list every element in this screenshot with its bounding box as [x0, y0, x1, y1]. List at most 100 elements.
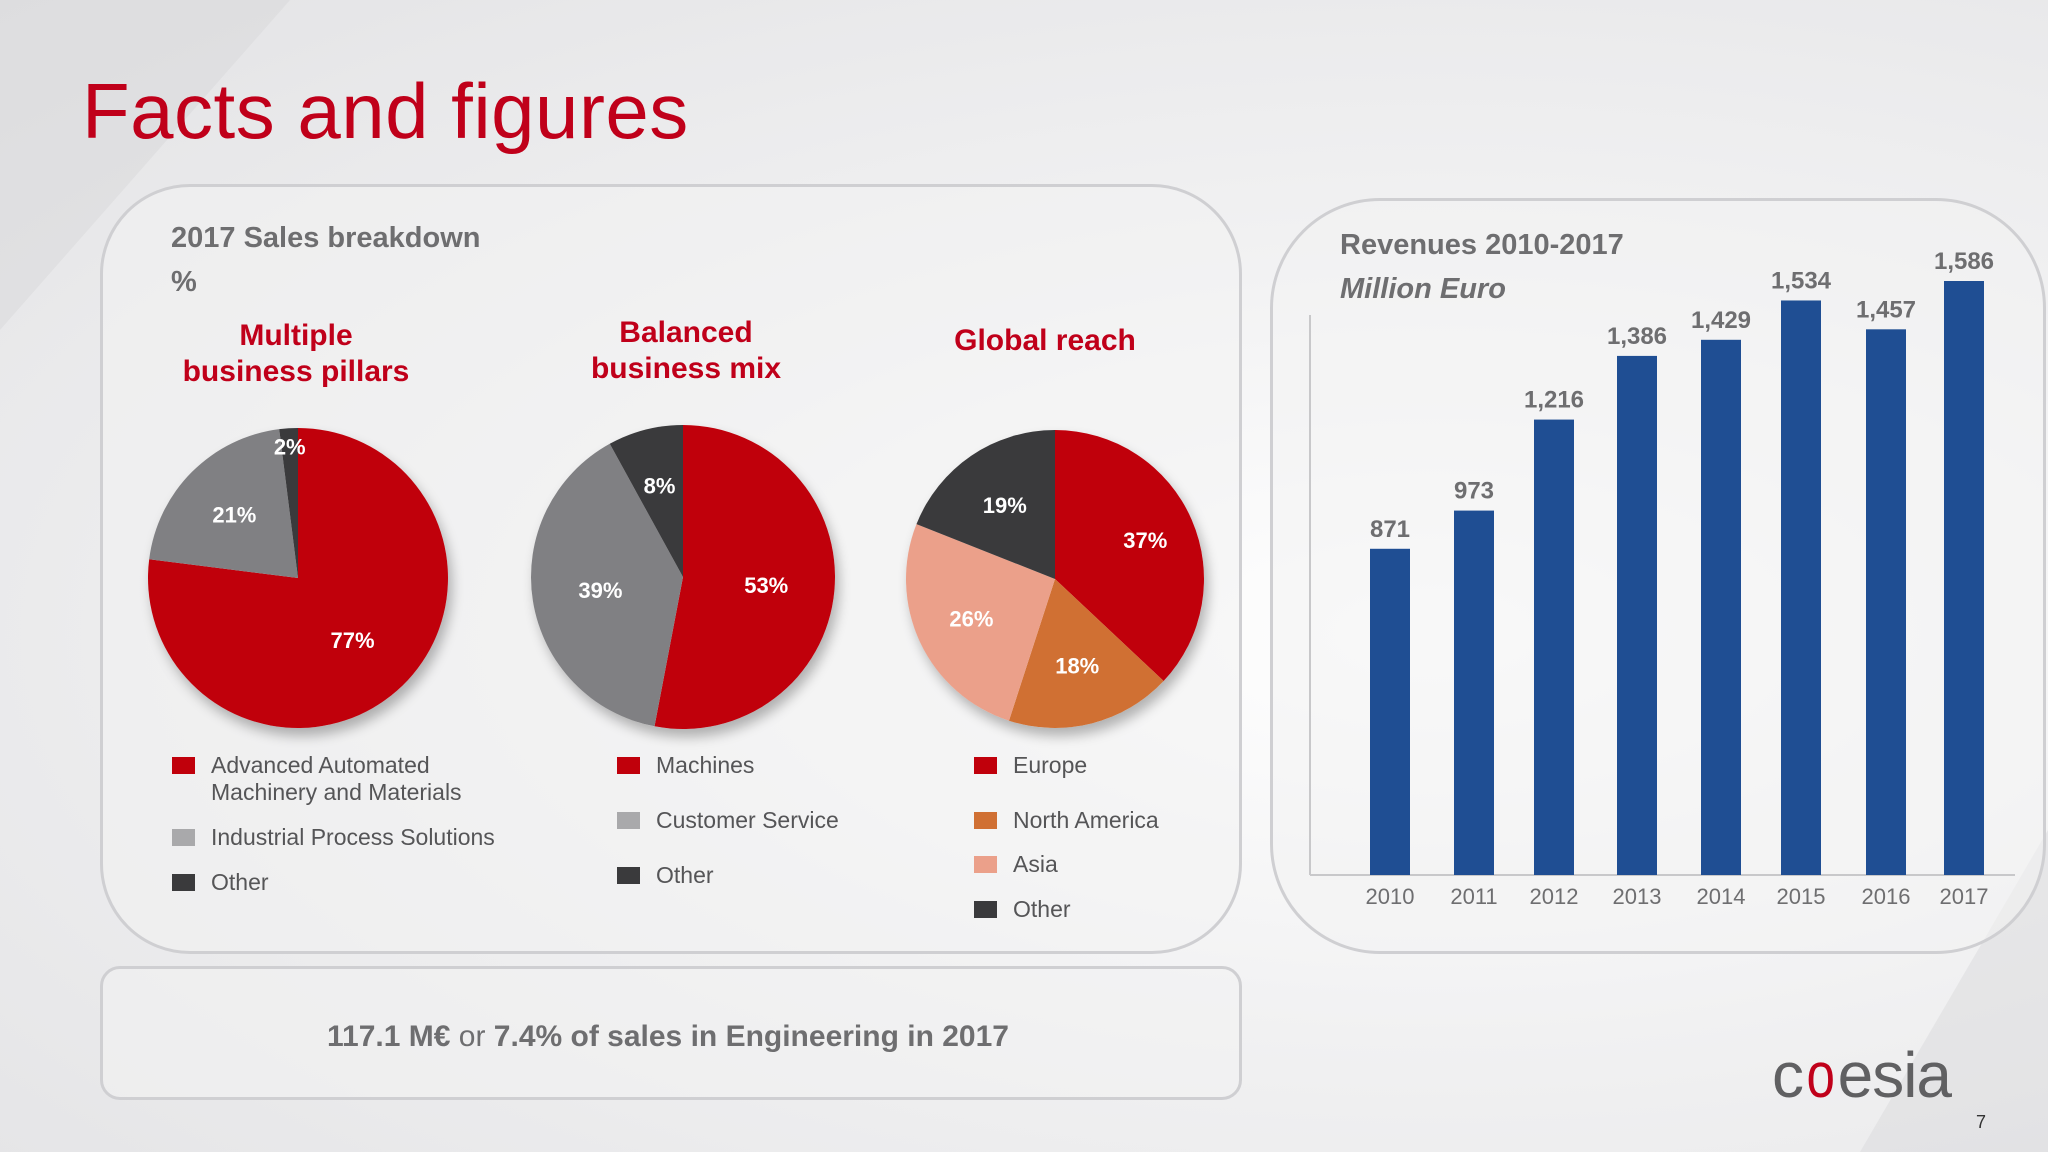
- pie-slice: [906, 524, 1055, 721]
- legend-label-line: Europe: [1013, 752, 1088, 778]
- bar-2013: [1617, 355, 1657, 876]
- pie-slice: [279, 428, 298, 578]
- page-number: 7: [1976, 1112, 1987, 1132]
- bar-value-label: 973: [1454, 478, 1494, 505]
- legend-item: North America: [974, 807, 1159, 834]
- pie-slice-label: 2%: [274, 434, 306, 459]
- legend-label: Asia: [1013, 851, 1058, 878]
- x-tick-label: 2016: [1862, 884, 1911, 909]
- legend-label: Machines: [656, 752, 754, 779]
- legend-item: Asia: [974, 851, 1058, 878]
- legend-label-line: Advanced Automated: [211, 752, 430, 778]
- pie-slice: [609, 425, 683, 577]
- legend-label-line: Machinery and Materials: [211, 779, 462, 805]
- legend-label: Other: [211, 869, 269, 896]
- pie-slice: [149, 429, 298, 578]
- pie-title-line: Multiple: [239, 319, 353, 352]
- revenues-title: Revenues 2010-2017: [1340, 229, 1624, 261]
- revenues-bar-chart: 871 2010 973 2011 1,216 2012 1,386 2013 1,429 201…: [1309, 248, 2015, 909]
- pie-chart-reach: 37% 18% 26% 19%: [906, 430, 1204, 728]
- bar-2015: [1781, 300, 1821, 875]
- legend-label: Customer Service: [656, 807, 839, 834]
- pie-slice: [654, 425, 835, 729]
- legend-label: Other: [656, 862, 714, 889]
- pie-slice-label: 21%: [212, 502, 256, 527]
- legend-swatch: [974, 757, 997, 774]
- pie-slice: [1055, 430, 1204, 681]
- legend-swatch: [617, 867, 640, 884]
- bar-value-label: 1,534: [1771, 267, 1832, 294]
- bar-value-label: 1,429: [1691, 307, 1751, 334]
- bar-2016: [1866, 329, 1906, 876]
- engineering-panel: [100, 966, 1242, 1100]
- legend-label: Other: [1013, 896, 1071, 923]
- revenues-subtitle: Million Euro: [1340, 273, 1506, 305]
- bar-2011: [1454, 510, 1494, 875]
- sales-title: 2017 Sales breakdown: [171, 222, 481, 254]
- slide-title: Facts and figures: [82, 67, 689, 155]
- pie-slice-label: 19%: [983, 493, 1027, 518]
- logo-part: o: [1806, 1039, 1835, 1111]
- logo-part: esia: [1837, 1039, 1952, 1111]
- pie-title-line: Global reach: [954, 324, 1136, 357]
- legend-item: Advanced Automated Machinery and Material…: [172, 752, 462, 806]
- x-tick-label: 2015: [1777, 884, 1826, 909]
- legend-swatch: [617, 757, 640, 774]
- legend-label-line: Other: [1013, 896, 1071, 922]
- bar-value-label: 1,216: [1524, 387, 1584, 414]
- legend-label-line: Machines: [656, 752, 755, 778]
- pie-title-line: business pillars: [182, 355, 410, 388]
- bar-2010: [1370, 548, 1410, 875]
- legend-swatch: [974, 901, 997, 918]
- pie-title-reach: Global reach: [895, 323, 1195, 359]
- sales-unit: %: [171, 266, 197, 298]
- pie-title-pillars: Multiple business pillars: [146, 318, 446, 390]
- x-tick-label: 2013: [1613, 884, 1662, 909]
- bar-2014: [1701, 339, 1741, 875]
- pie-title-line: business mix: [590, 352, 782, 385]
- x-tick-label: 2010: [1366, 884, 1415, 909]
- pie-slice-label: 39%: [578, 578, 622, 603]
- legend-label-line: North America: [1013, 807, 1159, 833]
- legend-item: Industrial Process Solutions: [172, 824, 495, 851]
- legend-swatch: [974, 812, 997, 829]
- pie-slice-label: 8%: [644, 474, 676, 499]
- pie-slice-label: 37%: [1123, 528, 1167, 553]
- legend-label: Europe: [1013, 752, 1087, 779]
- legend-label: Industrial Process Solutions: [211, 824, 495, 851]
- legend-label-line: Other: [211, 869, 269, 895]
- legend-swatch: [172, 829, 195, 846]
- legend-swatch: [617, 812, 640, 829]
- pie-slice: [916, 430, 1055, 579]
- legend-swatch: [172, 874, 195, 891]
- legend-label: North America: [1013, 807, 1159, 834]
- pie-slice-label: 77%: [331, 628, 375, 653]
- bar-2017: [1944, 281, 1984, 875]
- x-tick-label: 2017: [1940, 884, 1989, 909]
- engineering-share: 7.4% of sales in Engineering in 2017: [493, 1020, 1009, 1053]
- legend-swatch: [172, 757, 195, 774]
- legend-item: Other: [974, 896, 1071, 923]
- legend-label: Advanced Automated Machinery and Material…: [211, 752, 462, 806]
- pie-chart-mix: 53% 39% 8%: [531, 425, 835, 729]
- legend-label-line: Other: [656, 862, 714, 888]
- bar-value-label: 871: [1370, 516, 1410, 543]
- x-tick-label: 2012: [1530, 884, 1579, 909]
- pie-slice-label: 18%: [1055, 654, 1099, 679]
- legend-item: Europe: [974, 752, 1087, 779]
- legend-item: Machines: [617, 752, 754, 779]
- pie-slice-label: 26%: [949, 606, 993, 631]
- legend-swatch: [974, 856, 997, 873]
- pie-title-mix: Balanced business mix: [536, 315, 836, 387]
- bar-value-label: 1,586: [1934, 248, 1994, 275]
- x-tick-label: 2014: [1697, 884, 1746, 909]
- coesia-logo: coesia: [1772, 1038, 1952, 1112]
- legend-label-line: Industrial Process Solutions: [211, 824, 495, 850]
- logo-part: c: [1772, 1039, 1804, 1111]
- legend-label-line: Asia: [1013, 851, 1058, 877]
- x-tick-label: 2011: [1450, 884, 1497, 909]
- legend-item: Other: [617, 862, 714, 889]
- pie-slice: [1008, 579, 1164, 728]
- legend-item: Other: [172, 869, 269, 896]
